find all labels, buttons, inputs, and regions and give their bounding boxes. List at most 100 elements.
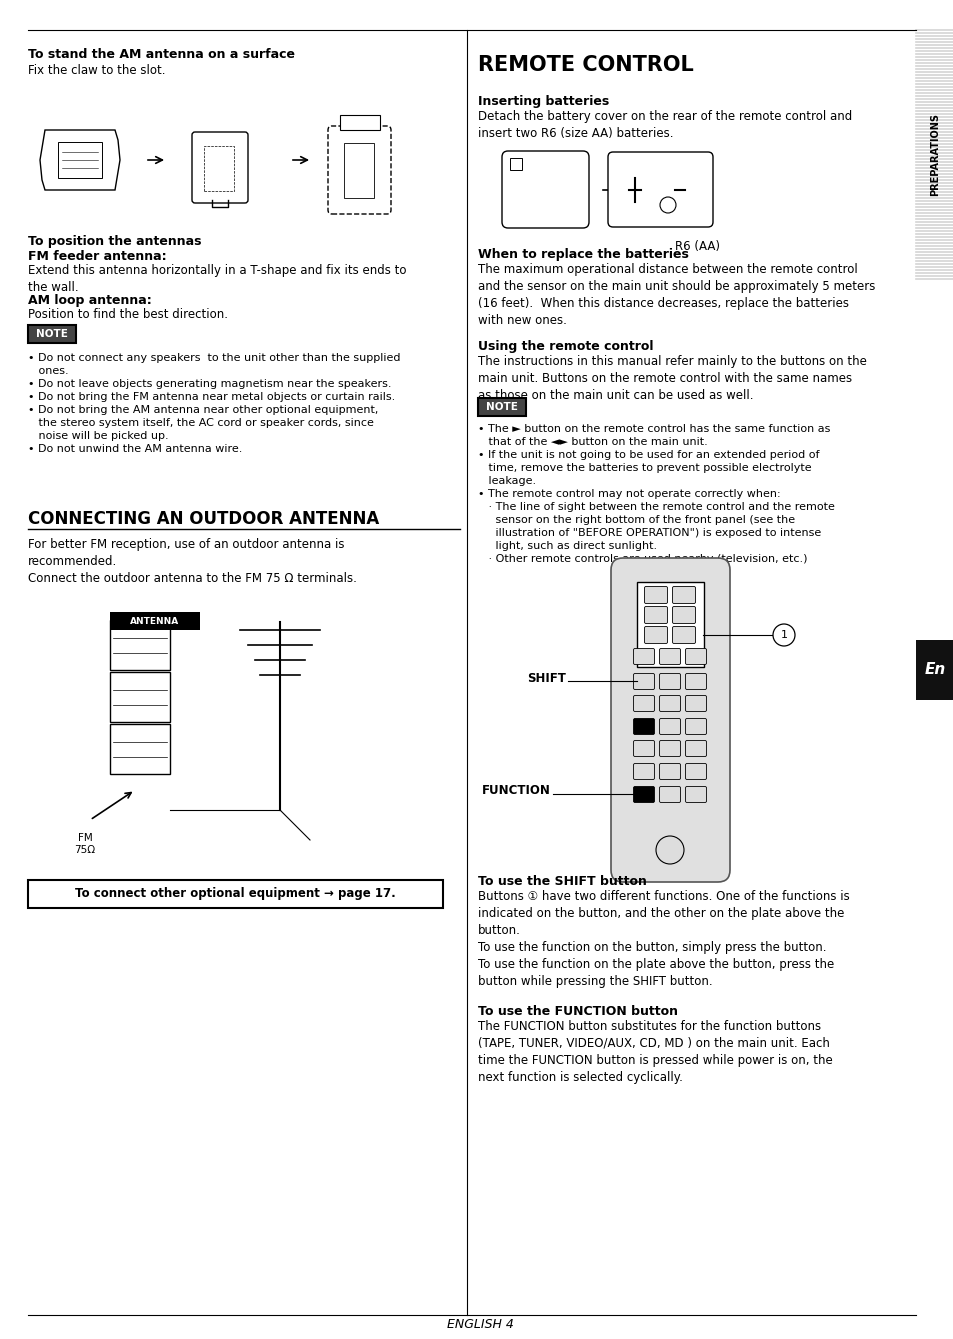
Text: Detach the battery cover on the rear of the remote control and
insert two R6 (si: Detach the battery cover on the rear of … [477, 110, 851, 141]
FancyBboxPatch shape [659, 719, 679, 735]
FancyBboxPatch shape [633, 674, 654, 690]
FancyBboxPatch shape [685, 674, 706, 690]
Text: The maximum operational distance between the remote control
and the sensor on th: The maximum operational distance between… [477, 262, 875, 327]
Text: R6 (AA): R6 (AA) [675, 240, 720, 253]
FancyBboxPatch shape [28, 325, 76, 343]
Bar [110, 620, 170, 670]
Text: CONNECTING AN OUTDOOR ANTENNA: CONNECTING AN OUTDOOR ANTENNA [28, 510, 379, 528]
Text: Connect the outdoor antenna to the FM 75 Ω terminals.: Connect the outdoor antenna to the FM 75… [28, 572, 356, 585]
Text: FUNCTION: FUNCTION [481, 785, 551, 798]
Text: · The line of sight between the remote control and the remote: · The line of sight between the remote c… [477, 502, 834, 511]
Text: When to replace the batteries: When to replace the batteries [477, 248, 688, 261]
Text: ones.: ones. [28, 366, 69, 376]
Circle shape [656, 836, 683, 864]
FancyBboxPatch shape [685, 740, 706, 757]
Text: sensor on the right bottom of the front panel (see the: sensor on the right bottom of the front … [477, 516, 794, 525]
Text: REMOTE CONTROL: REMOTE CONTROL [477, 55, 693, 75]
Bar [58, 142, 102, 178]
Text: Buttons ① have two different functions. One of the functions is
indicated on the: Buttons ① have two different functions. … [477, 890, 849, 988]
Bar [110, 672, 170, 722]
Text: ANTENNA: ANTENNA [131, 616, 179, 625]
Bar [510, 158, 521, 170]
Text: ENGLISH 4: ENGLISH 4 [446, 1319, 513, 1331]
FancyBboxPatch shape [659, 695, 679, 711]
Text: To position the antennas: To position the antennas [28, 236, 201, 248]
Text: To stand the AM antenna on a surface: To stand the AM antenna on a surface [28, 48, 294, 62]
Text: • The ► button on the remote control has the same function as: • The ► button on the remote control has… [477, 424, 829, 434]
Circle shape [659, 197, 676, 213]
Text: Inserting batteries: Inserting batteries [477, 95, 609, 108]
Text: Extend this antenna horizontally in a T-shape and fix its ends to
the wall.: Extend this antenna horizontally in a T-… [28, 264, 406, 295]
Text: To connect other optional equipment → page 17.: To connect other optional equipment → pa… [74, 888, 395, 901]
FancyBboxPatch shape [659, 648, 679, 664]
FancyBboxPatch shape [328, 126, 391, 214]
Bar [204, 146, 233, 191]
Polygon shape [40, 130, 120, 190]
Bar [28, 880, 442, 908]
Text: illustration of "BEFORE OPERATION") is exposed to intense: illustration of "BEFORE OPERATION") is e… [477, 528, 821, 538]
FancyBboxPatch shape [685, 786, 706, 802]
FancyBboxPatch shape [685, 763, 706, 779]
Text: To use the SHIFT button: To use the SHIFT button [477, 874, 646, 888]
Text: Position to find the best direction.: Position to find the best direction. [28, 308, 228, 321]
Text: that of the ◄► button on the main unit.: that of the ◄► button on the main unit. [477, 437, 707, 447]
Text: • If the unit is not going to be used for an extended period of: • If the unit is not going to be used fo… [477, 450, 819, 461]
FancyBboxPatch shape [672, 586, 695, 604]
FancyBboxPatch shape [644, 627, 667, 644]
FancyBboxPatch shape [685, 719, 706, 735]
Text: The instructions in this manual refer mainly to the buttons on the
main unit. Bu: The instructions in this manual refer ma… [477, 355, 866, 402]
FancyBboxPatch shape [644, 607, 667, 624]
Bar [110, 612, 200, 631]
Text: AM loop antenna:: AM loop antenna: [28, 295, 152, 307]
Text: To use the FUNCTION button: To use the FUNCTION button [477, 1006, 678, 1018]
FancyBboxPatch shape [610, 558, 729, 882]
Bar [339, 115, 379, 130]
FancyBboxPatch shape [659, 740, 679, 757]
FancyBboxPatch shape [633, 786, 654, 802]
Text: 1: 1 [780, 629, 786, 640]
Text: • The remote control may not operate correctly when:: • The remote control may not operate cor… [477, 489, 780, 499]
Text: NOTE: NOTE [36, 329, 68, 339]
FancyBboxPatch shape [672, 607, 695, 624]
Text: • Do not connect any speakers  to the unit other than the supplied: • Do not connect any speakers to the uni… [28, 353, 400, 363]
Text: · Other remote controls are used nearby (television, etc.): · Other remote controls are used nearby … [477, 554, 806, 564]
FancyBboxPatch shape [501, 151, 588, 228]
Text: noise will be picked up.: noise will be picked up. [28, 431, 169, 441]
Text: time, remove the batteries to prevent possible electrolyte: time, remove the batteries to prevent po… [477, 463, 811, 473]
FancyBboxPatch shape [685, 695, 706, 711]
Bar [915, 640, 953, 700]
FancyBboxPatch shape [659, 674, 679, 690]
Text: light, such as direct sunlight.: light, such as direct sunlight. [477, 541, 657, 552]
FancyBboxPatch shape [659, 786, 679, 802]
Bar [637, 582, 703, 667]
FancyBboxPatch shape [633, 648, 654, 664]
Text: FM feeder antenna:: FM feeder antenna: [28, 250, 167, 262]
Text: • Do not unwind the AM antenna wire.: • Do not unwind the AM antenna wire. [28, 445, 242, 454]
Text: • Do not bring the FM antenna near metal objects or curtain rails.: • Do not bring the FM antenna near metal… [28, 392, 395, 402]
Text: SHIFT: SHIFT [527, 671, 565, 684]
Circle shape [772, 624, 794, 645]
FancyBboxPatch shape [644, 586, 667, 604]
FancyBboxPatch shape [607, 153, 712, 228]
Text: NOTE: NOTE [485, 402, 517, 412]
Text: • Do not bring the AM antenna near other optional equipment,: • Do not bring the AM antenna near other… [28, 404, 378, 415]
FancyBboxPatch shape [633, 740, 654, 757]
Text: For better FM reception, use of an outdoor antenna is
recommended.: For better FM reception, use of an outdo… [28, 538, 344, 568]
FancyBboxPatch shape [633, 695, 654, 711]
Text: • Do not leave objects generating magnetism near the speakers.: • Do not leave objects generating magnet… [28, 379, 391, 390]
FancyBboxPatch shape [477, 398, 525, 416]
FancyBboxPatch shape [672, 627, 695, 644]
Text: Using the remote control: Using the remote control [477, 340, 653, 353]
Text: the stereo system itself, the AC cord or speaker cords, since: the stereo system itself, the AC cord or… [28, 418, 374, 428]
FancyBboxPatch shape [633, 719, 654, 735]
Text: FM
75Ω: FM 75Ω [74, 833, 95, 854]
Bar [110, 724, 170, 774]
Text: Fix the claw to the slot.: Fix the claw to the slot. [28, 64, 165, 78]
Text: En: En [923, 663, 944, 678]
FancyBboxPatch shape [633, 763, 654, 779]
FancyBboxPatch shape [685, 648, 706, 664]
Text: The FUNCTION button substitutes for the function buttons
(TAPE, TUNER, VIDEO/AUX: The FUNCTION button substitutes for the … [477, 1020, 832, 1085]
Bar [344, 143, 374, 198]
FancyBboxPatch shape [192, 133, 248, 204]
Text: leakage.: leakage. [477, 475, 536, 486]
